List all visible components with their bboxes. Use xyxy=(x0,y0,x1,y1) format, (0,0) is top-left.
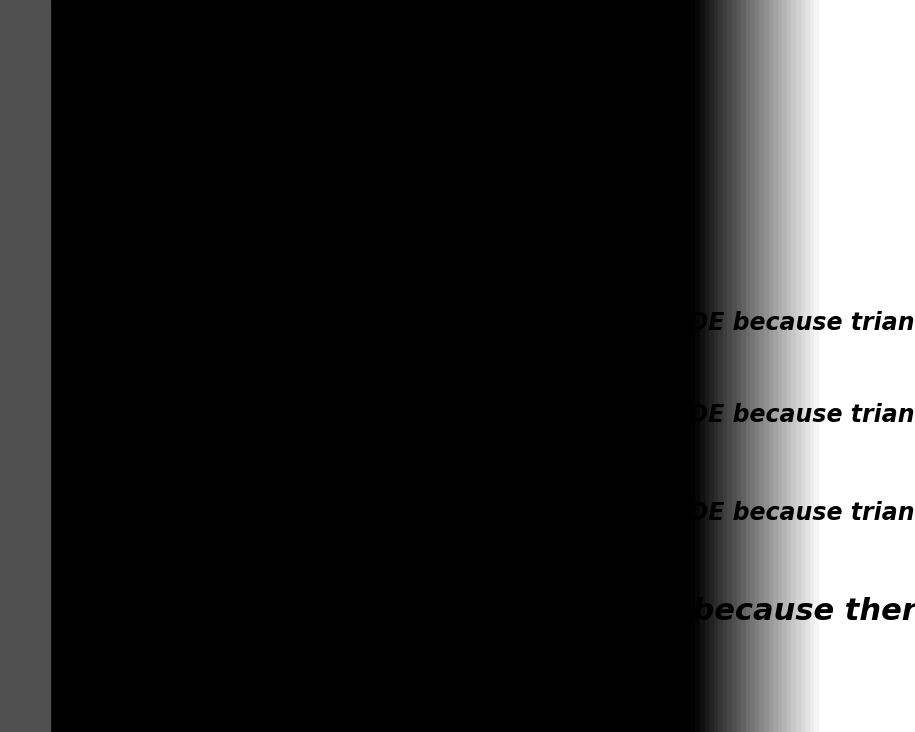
Text: A: A xyxy=(208,299,217,311)
Text: Line BC is parallel to line DE because triangle ABC is a dilation of triangle AD: Line BC is parallel to line DE because t… xyxy=(348,311,915,335)
Text: Line BC is not parallel to line DE because there is no dilation that sends trian: Line BC is not parallel to line DE becau… xyxy=(87,604,559,617)
Text: Line BC is parallel to line DE because triangle ABC is a dilation of triangle AD: Line BC is parallel to line DE because t… xyxy=(87,318,547,332)
Text: by a scale factor of 2 from point A.: by a scale factor of 2 from point A. xyxy=(87,439,293,452)
Text: by a scale factor of 3 from point A.: by a scale factor of 3 from point A. xyxy=(87,348,293,361)
Text: by a scale factor of 4/3 from point A.: by a scale factor of 4/3 from point A. xyxy=(87,538,304,551)
Text: 12: 12 xyxy=(124,184,139,193)
Text: D: D xyxy=(135,216,145,229)
Text: 6: 6 xyxy=(69,77,78,90)
Bar xyxy=(0,0,50,732)
Text: ADE to triangle ABC.: ADE to triangle ABC. xyxy=(87,633,208,646)
Text: Line BC is parallel to line DE because triangle ABC is a dilation of triangle AD: Line BC is parallel to line DE because t… xyxy=(87,509,547,522)
Text: Is line BC parallel to line DE? Choose the best justification.: Is line BC parallel to line DE? Choose t… xyxy=(87,77,453,90)
Text: b.: b. xyxy=(59,410,72,423)
Text: c.: c. xyxy=(59,509,71,522)
Text: B: B xyxy=(81,143,90,157)
Text: 6: 6 xyxy=(172,255,179,265)
Text: 15: 15 xyxy=(245,261,261,271)
Text: Line BC is not parallel to line DE because there is no dilation that sends trian: Line BC is not parallel to line DE becau… xyxy=(128,597,915,626)
Text: d.: d. xyxy=(59,604,72,617)
Text: C: C xyxy=(401,106,410,119)
Text: Line BC is parallel to line DE because triangle ABC is a dilation of triangle AD: Line BC is parallel to line DE because t… xyxy=(348,501,915,526)
Text: a.: a. xyxy=(59,318,72,332)
Text: Line BC is parallel to line DE because triangle ABC is a dilation of triangle AD: Line BC is parallel to line DE because t… xyxy=(87,410,547,423)
Text: Line BC is parallel to line DE because triangle ABC is a dilation of triangle AD: Line BC is parallel to line DE because t… xyxy=(348,403,915,427)
Text: E: E xyxy=(260,227,268,240)
Text: 20: 20 xyxy=(334,209,350,220)
